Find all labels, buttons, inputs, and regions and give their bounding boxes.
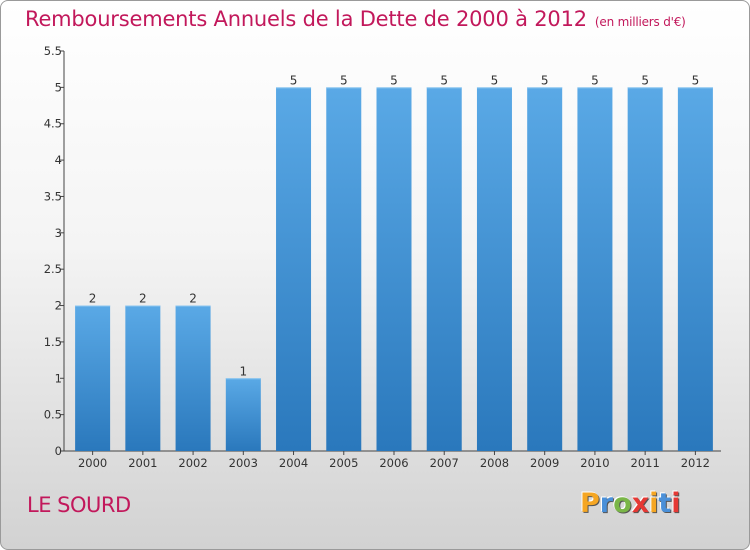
bar: [75, 305, 111, 451]
y-tick-label: 2.5: [44, 262, 62, 276]
commune-name: LE SOURD: [27, 493, 131, 517]
logo-letter: i: [649, 488, 659, 519]
y-tick-label: 4.5: [44, 117, 62, 131]
y-tick-label: 3.5: [44, 189, 62, 203]
data-label: 5: [692, 73, 700, 87]
bar: [376, 87, 412, 451]
x-tick-label: 2009: [530, 456, 559, 470]
logo-letter: t: [658, 488, 672, 519]
bar: [326, 87, 362, 451]
y-tick-label: 0.5: [44, 408, 62, 422]
logo-letter: x: [631, 488, 650, 519]
data-label: 5: [641, 73, 649, 87]
data-label: 2: [189, 292, 197, 306]
bar: [677, 87, 713, 451]
logo-letter: i: [671, 488, 681, 519]
data-label: 2: [139, 292, 147, 306]
y-tick-label: 2: [55, 299, 62, 313]
data-label: 5: [541, 73, 549, 87]
data-label: 5: [440, 73, 448, 87]
x-tick-label: 2008: [480, 456, 509, 470]
y-tick-label: 0: [55, 444, 62, 458]
x-tick-label: 2006: [379, 456, 408, 470]
bar: [175, 305, 211, 451]
x-tick-label: 2007: [430, 456, 459, 470]
y-tick-label: 5: [55, 80, 62, 94]
bar: [627, 87, 663, 451]
bar: [527, 87, 563, 451]
y-tick-label: 4: [55, 153, 62, 167]
bar: [476, 87, 512, 451]
data-label: 5: [290, 73, 298, 87]
bar: [577, 87, 613, 451]
x-tick-label: 2000: [78, 456, 107, 470]
x-tick-label: 2004: [279, 456, 308, 470]
data-label: 2: [89, 292, 97, 306]
data-label: 5: [591, 73, 599, 87]
bar: [276, 87, 312, 451]
logo-letter: P: [580, 488, 600, 519]
x-tick-label: 2002: [178, 456, 207, 470]
data-label: 5: [390, 73, 398, 87]
y-tick-label: 1: [55, 371, 62, 385]
y-tick-label: 1.5: [44, 335, 62, 349]
x-tick-label: 2001: [128, 456, 157, 470]
x-tick-label: 2010: [580, 456, 609, 470]
bar: [225, 378, 261, 451]
y-tick-label: 3: [55, 226, 62, 240]
x-tick-label: 2012: [681, 456, 710, 470]
y-tick-label: 5.5: [44, 44, 62, 58]
data-label: 5: [340, 73, 348, 87]
proxiti-logo: Proxiti: [580, 488, 681, 519]
bar: [426, 87, 462, 451]
x-tick-label: 2011: [631, 456, 660, 470]
title-text: Remboursements Annuels de la Dette de 20…: [25, 7, 587, 31]
logo-letter: o: [613, 488, 632, 519]
data-label: 1: [239, 364, 247, 378]
bar: [125, 305, 161, 451]
chart-subtitle: (en milliers d'€): [594, 15, 686, 29]
x-tick-label: 2005: [329, 456, 358, 470]
data-label: 5: [491, 73, 499, 87]
x-tick-label: 2003: [229, 456, 258, 470]
logo-letter: r: [599, 488, 614, 519]
chart-title: Remboursements Annuels de la Dette de 20…: [25, 7, 686, 31]
